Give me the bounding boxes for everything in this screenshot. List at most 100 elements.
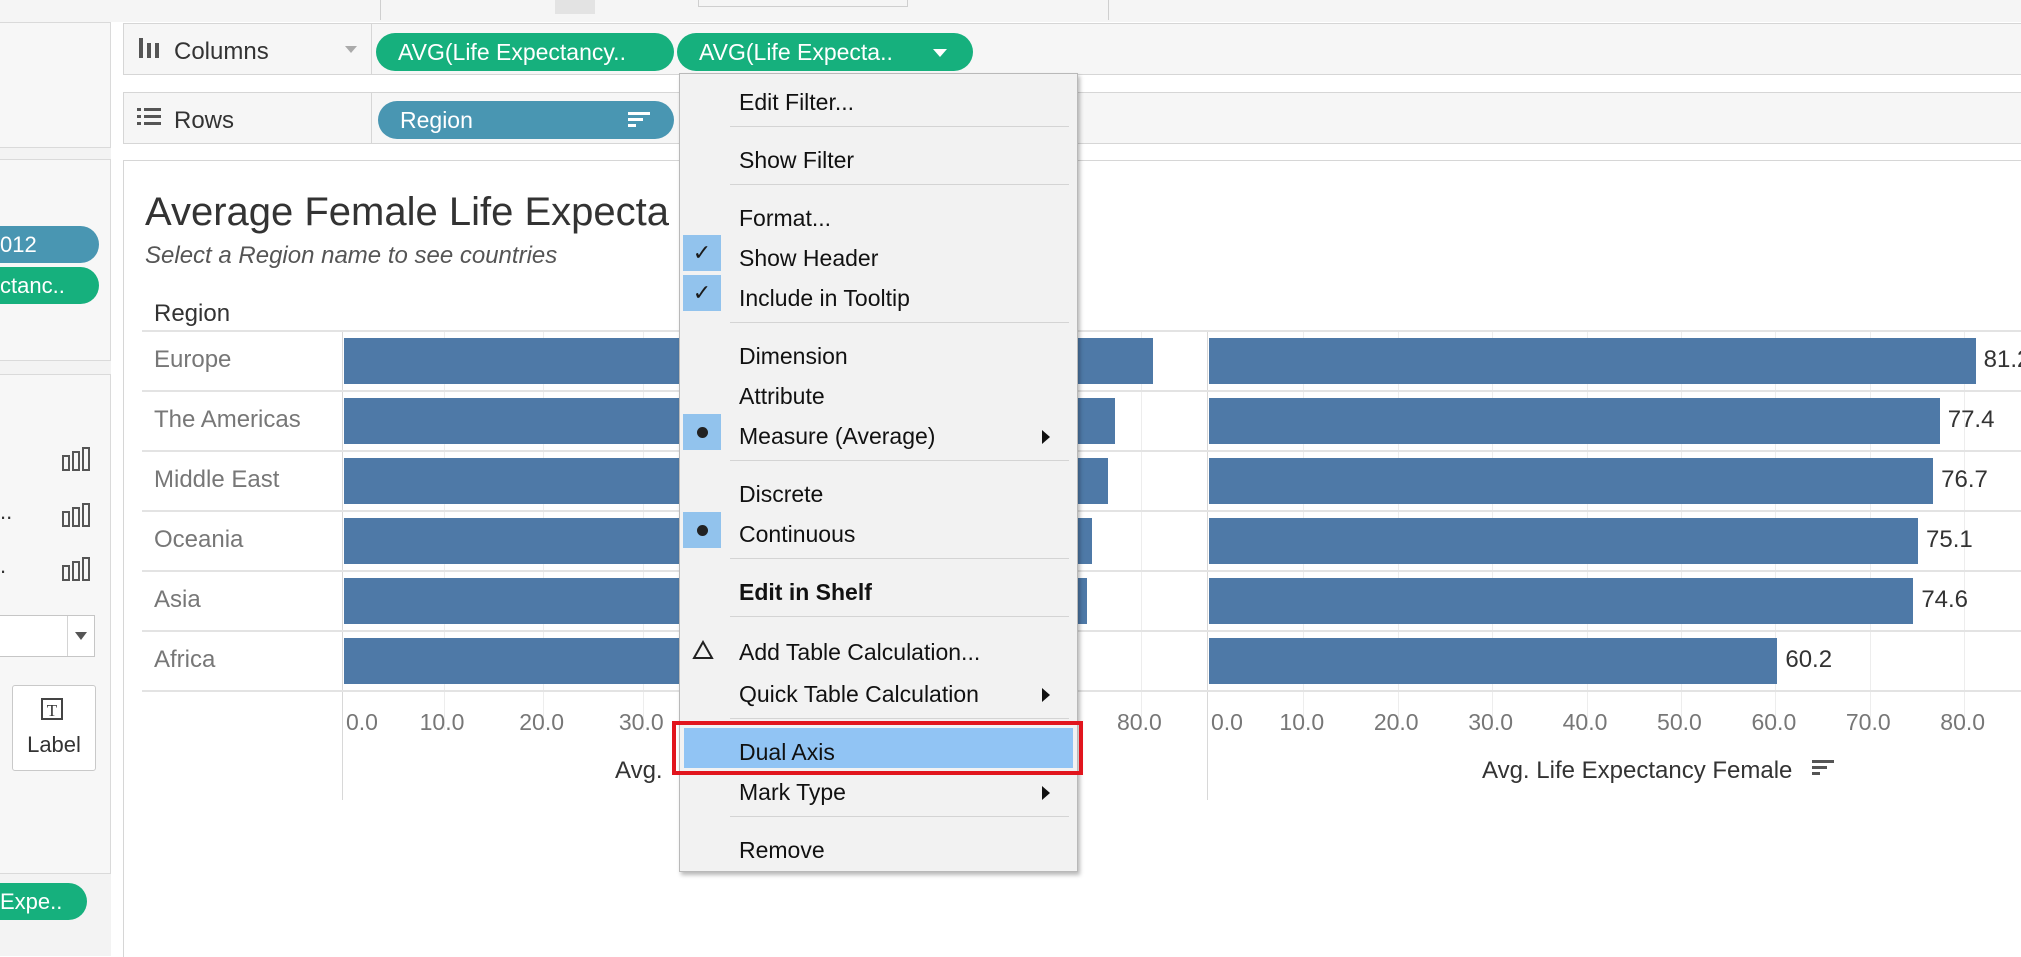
toolbar-field[interactable]	[698, 0, 908, 7]
row-separator	[142, 630, 2021, 632]
region-row-label: The Americas	[154, 406, 301, 433]
menu-item-show-header[interactable]: Show Header	[739, 245, 879, 271]
bar-chart-icon[interactable]	[62, 447, 90, 471]
caret-down-icon[interactable]	[933, 49, 947, 57]
right-axis-title: Avg. Life Expectancy Female	[1482, 757, 1793, 784]
sort-descending-icon[interactable]	[628, 111, 650, 129]
filter-pill-year[interactable]: 012	[0, 226, 99, 263]
menu-item-attribute[interactable]: Attribute	[739, 383, 825, 409]
bar-right-pane	[1209, 398, 1940, 444]
left-axis-title: Avg.	[615, 757, 663, 784]
menu-item-remove[interactable]: Remove	[739, 837, 825, 863]
submenu-arrow-icon	[1042, 786, 1050, 800]
row-separator	[142, 330, 2021, 332]
menu-item-measure-average[interactable]: Measure (Average)	[739, 423, 936, 449]
menu-separator	[730, 126, 1069, 127]
text-label-icon: T	[41, 698, 63, 720]
bullet-icon	[683, 414, 721, 450]
left-sidebar: 012 ctanc.. .. . T Label Expe..	[0, 22, 111, 956]
menu-item-add-table-calculation[interactable]: Add Table Calculation...	[739, 639, 981, 665]
axis-tick-label: 10.0	[419, 709, 465, 735]
menu-separator	[730, 460, 1069, 461]
marks-pill-label: Expe..	[0, 889, 63, 914]
columns-icon	[139, 38, 159, 58]
menu-separator	[730, 718, 1069, 719]
region-row-label: Europe	[154, 346, 232, 373]
toolbar-button[interactable]	[555, 0, 595, 14]
axis-zero-line	[342, 330, 343, 800]
submenu-arrow-icon	[1042, 688, 1050, 702]
shelf-divider	[371, 93, 372, 143]
axis-tick-label: 30.0	[618, 709, 664, 735]
shelf-divider	[371, 24, 372, 74]
axis-tick-label: 0.0	[346, 709, 378, 735]
menu-separator	[730, 616, 1069, 617]
rows-pill-region[interactable]: Region	[378, 101, 674, 139]
menu-item-show-filter[interactable]: Show Filter	[739, 147, 855, 173]
mark-type-dropdown[interactable]	[0, 615, 95, 657]
menu-item-format[interactable]: Format...	[739, 205, 832, 231]
pill-label: AVG(Life Expectancy..	[398, 39, 626, 65]
menu-item-dual-axis[interactable]: Dual Axis	[739, 739, 835, 765]
menu-item-edit-filter[interactable]: Edit Filter...	[739, 89, 855, 115]
bar-chart-icon[interactable]	[62, 503, 90, 527]
axis-tick-label: 20.0	[519, 709, 565, 735]
bar-right-pane	[1209, 458, 1934, 504]
bar-value-label: 81.2	[1983, 346, 2021, 373]
menu-separator	[730, 322, 1069, 323]
bar-value-label: 60.2	[1785, 646, 1833, 673]
row-separator	[142, 570, 2021, 572]
pane-divider	[1207, 330, 1208, 800]
sidebar-truncated-text: .	[0, 553, 7, 578]
bullet-icon	[683, 512, 721, 548]
filters-card: 012 ctanc..	[0, 159, 111, 361]
menu-item-continuous[interactable]: Continuous	[739, 521, 856, 547]
menu-item-quick-table-calculation[interactable]: Quick Table Calculation	[739, 681, 979, 707]
rows-icon	[137, 108, 161, 125]
rows-shelf-label: Rows	[174, 107, 235, 134]
bar-value-label: 76.7	[1941, 466, 1988, 493]
region-row-label: Oceania	[154, 526, 244, 553]
sheet-title: Average Female Life Expecta	[145, 190, 670, 234]
bar-right-pane	[1209, 518, 1919, 564]
menu-item-discrete[interactable]: Discrete	[739, 481, 824, 507]
toolbar-divider	[380, 0, 381, 20]
axis-tick-label: 80.0	[1117, 709, 1162, 735]
bar-right-pane	[1209, 578, 1914, 624]
menu-separator	[730, 558, 1069, 559]
region-row-label: Asia	[154, 586, 201, 613]
label-button[interactable]: T Label	[12, 685, 96, 771]
menu-highlight	[684, 728, 1073, 768]
menu-item-include-in-tooltip[interactable]: Include in Tooltip	[739, 285, 910, 311]
chevron-down-icon[interactable]	[345, 46, 357, 53]
top-toolbar-strip	[0, 0, 2021, 22]
axis-tick-label: 80.0	[1940, 709, 1986, 735]
axis-tick-label: 20.0	[1373, 709, 1419, 735]
axis-tick-label: 50.0	[1657, 709, 1702, 735]
marks-pill-life-expectancy[interactable]: Expe..	[0, 883, 87, 920]
columns-pill-avg-life-expectancy[interactable]: AVG(Life Expectancy..	[376, 33, 674, 71]
menu-item-edit-in-shelf[interactable]: Edit in Shelf	[739, 579, 872, 605]
pages-card	[0, 22, 111, 148]
sheet-subtitle: Select a Region name to see countries	[145, 242, 558, 269]
filter-pill-label: ctanc..	[0, 273, 65, 298]
columns-pill-avg-life-expecta-active[interactable]: AVG(Life Expecta..	[677, 33, 973, 71]
filter-pill-life-expectancy[interactable]: ctanc..	[0, 267, 99, 304]
bar-value-label: 75.1	[1926, 526, 1973, 553]
pill-label: AVG(Life Expecta..	[699, 39, 893, 65]
sort-descending-icon[interactable]	[1812, 759, 1834, 777]
axis-tick-label: 40.0	[1562, 709, 1608, 735]
menu-separator	[730, 184, 1069, 185]
bar-value-label: 77.4	[1947, 406, 1995, 433]
menu-item-mark-type[interactable]: Mark Type	[739, 779, 846, 805]
row-separator	[142, 450, 2021, 452]
menu-item-dimension[interactable]: Dimension	[739, 343, 848, 369]
bar-right-pane	[1209, 338, 1976, 384]
toolbar-divider	[1108, 0, 1109, 20]
marks-card: .. . T Label Expe..	[0, 374, 111, 920]
axis-tick-label: 0.0	[1211, 709, 1243, 735]
bar-chart-icon[interactable]	[62, 557, 90, 581]
gridline	[1964, 330, 1966, 730]
bar-right-pane	[1209, 638, 1778, 684]
dropdown-divider	[67, 616, 68, 656]
